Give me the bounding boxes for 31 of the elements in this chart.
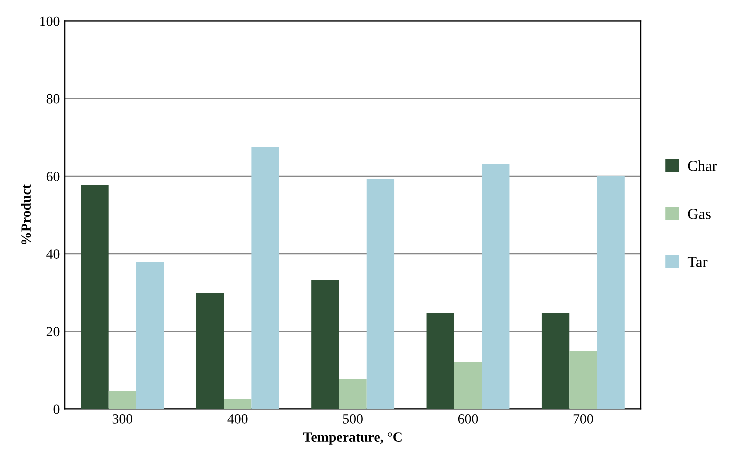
bar: [570, 351, 598, 410]
bar: [312, 280, 340, 410]
bar: [252, 147, 280, 410]
x-tick-label: 500: [343, 414, 363, 424]
bar: [224, 399, 252, 410]
x-tick-label: 700: [574, 414, 594, 424]
y-tick-label: 60: [46, 172, 60, 182]
bar: [454, 362, 482, 410]
y-tick-label: 80: [46, 94, 60, 104]
bar: [196, 293, 224, 410]
y-axis-title: %Product: [21, 184, 32, 245]
legend-label: Char: [688, 160, 718, 172]
y-tick-label: 100: [40, 16, 60, 26]
bar: [542, 313, 570, 410]
y-tick-label: 20: [46, 327, 60, 337]
bar: [136, 262, 164, 410]
x-tick-label: 400: [228, 414, 248, 424]
bar: [597, 176, 625, 410]
x-tick-label: 300: [112, 414, 133, 424]
bar: [426, 313, 454, 410]
y-tick-label: 40: [46, 250, 60, 259]
y-tick-label: 0: [54, 404, 60, 414]
x-axis-title: Temperature, °C: [303, 432, 402, 445]
legend-label: Gas: [688, 209, 711, 220]
bar: [81, 185, 109, 410]
bar: [339, 379, 367, 410]
x-tick-label: 600: [458, 414, 478, 424]
bar: [108, 391, 136, 410]
bar: [366, 179, 395, 410]
legend-label: Tar: [688, 257, 708, 268]
bar: [482, 164, 510, 410]
